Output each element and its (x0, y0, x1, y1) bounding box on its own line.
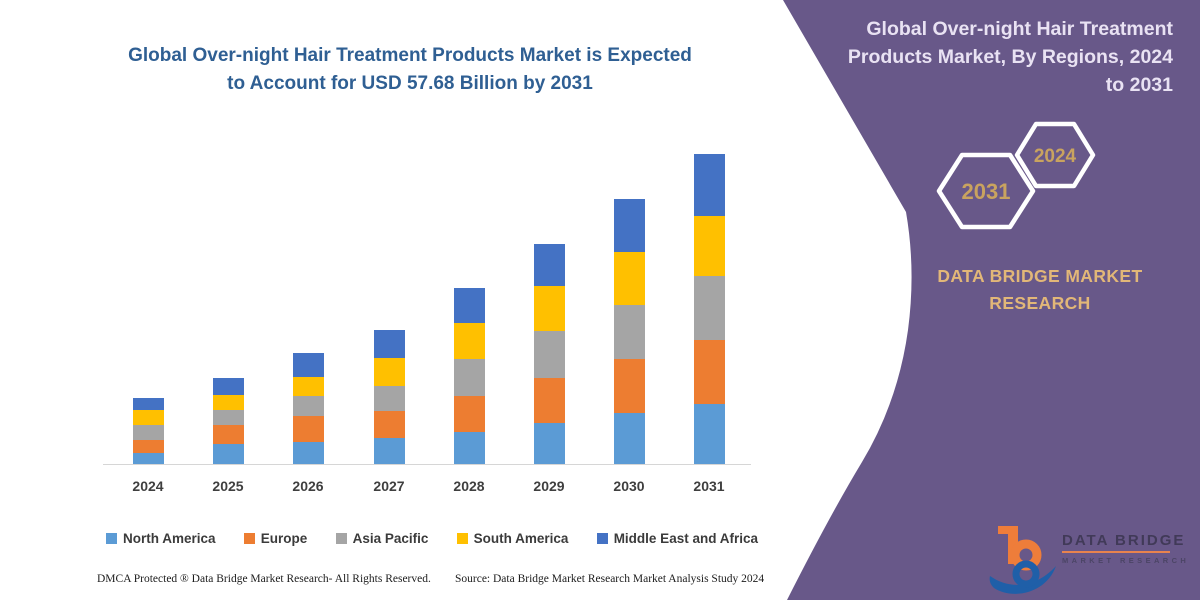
bar-2026 (292, 352, 324, 464)
legend-swatch-icon (596, 533, 608, 544)
logo-swoosh-icon (989, 560, 1056, 594)
legend-swatch-icon (243, 533, 255, 544)
bar-segment-south-america (132, 410, 164, 425)
x-axis-label-2030: 2030 (613, 478, 645, 494)
x-axis-label-2028: 2028 (453, 478, 485, 494)
bar-2029 (533, 243, 565, 464)
bar-segment-north-america (132, 453, 164, 464)
legend-item-europe: Europe (243, 531, 308, 546)
hexagon-2031 (936, 152, 1036, 230)
legend-label: Europe (260, 531, 308, 546)
side-panel-heading: Global Over-night Hair Treatment Product… (847, 18, 1173, 96)
bar-segment-middle-east-and-africa (453, 287, 485, 323)
logo-subtitle: MARKET RESEARCH (1062, 556, 1190, 565)
bar-segment-europe (212, 425, 244, 444)
bar-segment-asia-pacific (292, 396, 324, 416)
bar-segment-europe (693, 340, 725, 404)
bar-segment-asia-pacific (373, 385, 405, 412)
bar-segment-middle-east-and-africa (132, 397, 164, 411)
bar-segment-south-america (453, 322, 485, 360)
x-axis-label-2024: 2024 (132, 478, 164, 494)
x-axis-label-2027: 2027 (373, 478, 405, 494)
x-axis-label-2025: 2025 (212, 478, 244, 494)
logo-b-icon (998, 526, 1042, 571)
logo-underline (1062, 551, 1170, 553)
legend-label: Middle East and Africa (613, 531, 758, 546)
bar-segment-asia-pacific (693, 276, 725, 341)
bar-segment-middle-east-and-africa (533, 243, 565, 286)
bar-segment-north-america (212, 443, 244, 464)
legend-swatch-icon (335, 533, 347, 544)
legend-item-asia-pacific: Asia Pacific (335, 531, 429, 546)
bar-segment-south-america (693, 216, 725, 277)
bar-segment-south-america (212, 395, 244, 411)
bar-segment-north-america (453, 432, 485, 464)
hexagon-2024-label: 2024 (1034, 146, 1077, 167)
bar-2027 (373, 330, 405, 464)
bar-segment-europe (613, 359, 645, 414)
bar-segment-asia-pacific (453, 359, 485, 396)
bar-segment-europe (132, 439, 164, 454)
legend-label: North America (123, 531, 216, 546)
bar-segment-middle-east-and-africa (693, 154, 725, 217)
bar-2030 (613, 199, 645, 464)
chart-title: Global Over-night Hair Treatment Product… (128, 45, 692, 94)
bar-segment-south-america (373, 357, 405, 386)
bar-segment-asia-pacific (212, 410, 244, 426)
logo-mark (989, 526, 1056, 594)
brand-wordmark: DATA BRIDGE MARKET RESEARCH (937, 266, 1143, 313)
legend-item-south-america: South America (456, 531, 569, 546)
legend-label: South America (473, 531, 569, 546)
bar-2025 (212, 378, 244, 464)
bar-segment-middle-east-and-africa (212, 378, 244, 396)
bar-2031 (693, 154, 725, 464)
legend-item-north-america: North America (106, 531, 216, 546)
bar-2024 (132, 397, 164, 464)
chart-legend: North America Europe Asia Pacific South Ame… (106, 531, 758, 546)
bar-segment-north-america (292, 442, 324, 464)
bar-segment-north-america (613, 413, 645, 464)
x-axis-line (103, 464, 751, 465)
x-axis-label-2026: 2026 (292, 478, 324, 494)
x-axis-label-2031: 2031 (693, 478, 725, 494)
x-axis-label-2029: 2029 (533, 478, 565, 494)
bar-segment-middle-east-and-africa (613, 199, 645, 252)
bar-segment-asia-pacific (132, 424, 164, 440)
logo-title: DATA BRIDGE (1062, 532, 1186, 549)
purple-panel-shape (783, 0, 1200, 600)
bar-segment-middle-east-and-africa (373, 330, 405, 358)
logo-text: DATA BRIDGE MARKET RESEARCH (1062, 532, 1190, 565)
legend-item-middle-east-and-africa: Middle East and Africa (596, 531, 758, 546)
bar-segment-south-america (292, 377, 324, 397)
bar-segment-north-america (693, 403, 725, 464)
legend-label: Asia Pacific (352, 531, 429, 546)
bar-segment-middle-east-and-africa (292, 352, 324, 378)
legend-swatch-icon (106, 533, 117, 544)
dmca-note: DMCA Protected ® Data Bridge Market Rese… (97, 573, 431, 585)
bar-segment-north-america (533, 423, 565, 464)
bar-segment-asia-pacific (533, 330, 565, 378)
bar-segment-south-america (533, 285, 565, 331)
bar-segment-europe (533, 377, 565, 424)
bar-segment-south-america (613, 251, 645, 305)
data-bridge-logo: DATA BRIDGE MARKET RESEARCH (986, 522, 1186, 594)
legend-swatch-icon (456, 533, 468, 544)
bar-segment-europe (292, 415, 324, 443)
hexagon-2031-label: 2031 (962, 179, 1011, 204)
bar-segment-europe (453, 395, 485, 433)
hexagon-2024 (1014, 121, 1096, 189)
bar-segment-north-america (373, 438, 405, 464)
bar-2028 (453, 287, 485, 464)
bar-segment-europe (373, 411, 405, 439)
source-note: Source: Data Bridge Market Research Mark… (455, 573, 765, 585)
bar-segment-asia-pacific (613, 304, 645, 360)
